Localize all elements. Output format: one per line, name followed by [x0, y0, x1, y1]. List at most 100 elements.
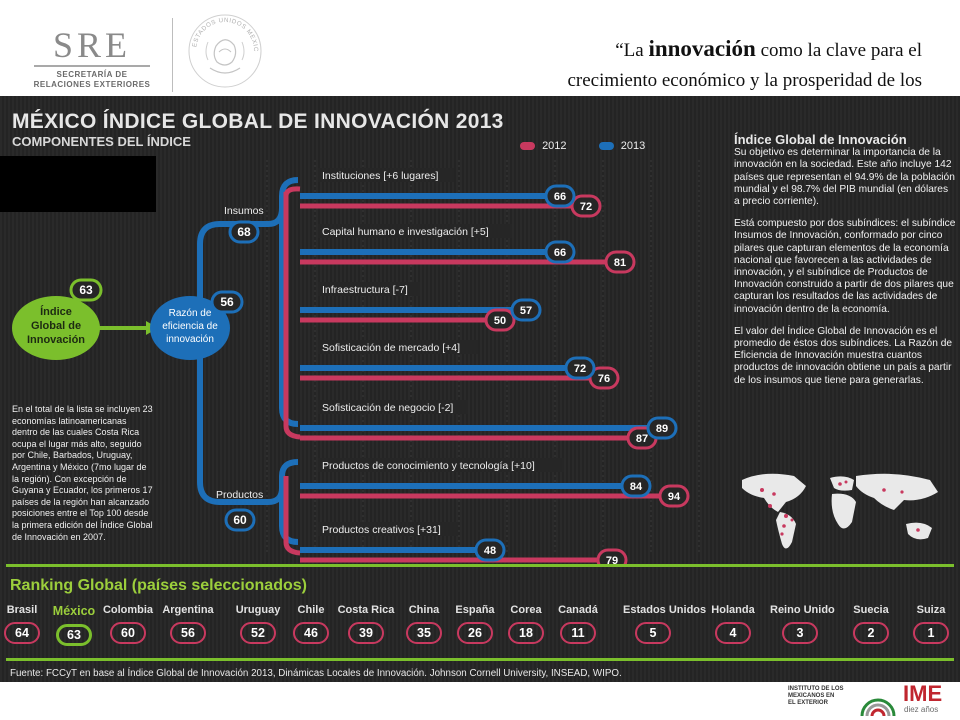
hub-label-2: Global de	[31, 320, 81, 332]
ranking-position-badge: 3	[782, 622, 818, 644]
ranking-position-badge: 63	[56, 624, 92, 646]
ranking-item: México 63	[44, 604, 104, 646]
quote-emphasis: innovación	[648, 36, 756, 61]
info-title: Índice Global de Innovación	[734, 132, 907, 147]
legend-label-2013: 2013	[620, 140, 646, 153]
ranking-item: Chile 46	[281, 604, 341, 644]
hub-label-1: Índice	[40, 305, 72, 318]
value-2013: 66	[554, 247, 566, 259]
badge-2012	[484, 308, 516, 332]
infographic-subtitle: COMPONENTES DEL ÍNDICE	[12, 134, 191, 149]
ime-logo-text: IME	[903, 681, 943, 706]
value-2013: 48	[484, 545, 496, 557]
pillar-label: Sofisticación de negocio [-2]	[322, 402, 453, 414]
ranking-divider-bottom	[6, 658, 954, 661]
value-2012: 81	[614, 257, 626, 269]
ratio-value: 56	[220, 295, 234, 309]
pillar-label-bg	[318, 168, 454, 182]
hub-value: 63	[79, 283, 93, 297]
badge-2012	[604, 250, 636, 274]
sre-logo-subtitle-1: SECRETARÍA DE	[56, 70, 128, 79]
quote-line1-rest: como la clave para el	[755, 40, 922, 61]
ranking-position-badge: 4	[715, 622, 751, 644]
outputs-label: Productos	[216, 489, 263, 501]
badge-2013	[544, 184, 576, 208]
legend-swatch-2012	[520, 142, 535, 151]
mexico-seal-icon: ESTADOS UNIDOS MEXICANOS	[186, 12, 262, 88]
ratio-label-1: Razón de	[169, 308, 212, 319]
ranking-country: Estados Unidos	[623, 604, 707, 616]
badge-2013	[646, 416, 678, 440]
ranking-country: Suecia	[853, 604, 889, 616]
ranking-item: Holanda 4	[703, 604, 763, 644]
pillar-label: Infraestructura [-7]	[322, 284, 408, 296]
pillar-label: Productos creativos [+31]	[322, 524, 441, 536]
value-2012: 94	[668, 491, 681, 503]
ime-institute-line1: INSTITUTO DE LOS	[788, 686, 844, 692]
value-2012: 72	[580, 201, 592, 213]
hub-label-3: Innovación	[27, 334, 85, 346]
value-2013: 84	[630, 481, 643, 493]
ranking-position-badge: 60	[110, 622, 146, 644]
info-paragraph-2: Está compuesto por dos subíndices: el su…	[734, 218, 956, 315]
pillar-label-bg	[318, 224, 512, 238]
legend-label-2012: 2012	[542, 140, 567, 153]
value-2012: 87	[636, 433, 648, 445]
ranking-item: Uruguay 52	[228, 604, 288, 644]
sre-logo-text: SRE	[52, 25, 132, 65]
infographic-panel: MÉXICO ÍNDICE GLOBAL DE INNOVACIÓN 2013 …	[0, 96, 960, 682]
pillar-label-bg	[318, 458, 564, 472]
ranking-country: Suiza	[916, 604, 946, 616]
black-overlay-box	[0, 156, 156, 212]
value-2012: 79	[606, 555, 618, 566]
ranking-title: Ranking Global (países seleccionados)	[10, 577, 307, 594]
ranking-position-badge: 5	[635, 622, 671, 644]
quote-open: “La	[615, 40, 649, 61]
efficiency-ratio-node: Razón de eficiencia de innovación 56	[150, 290, 244, 360]
ranking-country: Argentina	[162, 604, 214, 616]
badge-2012	[596, 548, 628, 566]
global-index-node: Índice Global de Innovación 63	[12, 278, 103, 360]
badge-2012	[658, 484, 690, 508]
inputs-label: Insumos	[224, 205, 264, 217]
ranking-position-badge: 39	[348, 622, 384, 644]
ranking-item: Suecia 2	[841, 604, 901, 644]
value-2012: 76	[598, 373, 610, 385]
ranking-country: Uruguay	[235, 604, 281, 616]
inputs-subindex-node: Insumos 68	[224, 205, 264, 244]
ime-institute-line2: MEXICANOS EN	[788, 693, 835, 699]
pillar-label-bg	[318, 282, 420, 296]
badge-2012	[588, 366, 620, 390]
quote-line2: crecimiento económico y la prosperidad d…	[567, 70, 922, 91]
legend-swatch-2013	[598, 142, 614, 151]
ranking-country: China	[408, 604, 440, 616]
slide-footer: INSTITUTO DE LOS MEXICANOS EN EL EXTERIO…	[0, 682, 960, 720]
svg-text:ESTADOS UNIDOS MEXICANOS: ESTADOS UNIDOS MEXICANOS	[186, 12, 259, 52]
outputs-subindex-node: Productos 60	[216, 489, 263, 532]
ranking-position-badge: 64	[4, 622, 40, 644]
ranking-item: Canadá 11	[548, 604, 608, 644]
pillar-label: Productos de conocimiento y tecnología […	[322, 460, 535, 472]
badge-2013	[510, 298, 542, 322]
ranking-divider-top	[6, 564, 954, 567]
pillar-label: Capital humano e investigación [+5]	[322, 226, 489, 238]
ranking-country: Chile	[297, 604, 325, 616]
ranking-list: Brasil 64 México 63 Colombia 60 Argentina 56 Uru…	[0, 604, 960, 650]
ranking-country: México	[52, 604, 96, 618]
ranking-country: Brasil	[6, 604, 38, 616]
badge-2013	[544, 240, 576, 264]
ratio-label-3: innovación	[166, 334, 214, 345]
ranking-position-badge: 18	[508, 622, 544, 644]
ime-logo-icon	[860, 698, 896, 717]
ranking-item: Reino Unido 3	[770, 604, 835, 644]
source-note: Fuente: FCCyT en base al Índice Global d…	[10, 668, 622, 679]
pillar-label-bg	[318, 400, 468, 414]
ranking-country: Corea	[510, 604, 542, 616]
ranking-country: Reino Unido	[770, 604, 835, 616]
ime-logo-subtitle: diez años	[904, 705, 939, 714]
badge-2013	[620, 474, 652, 498]
value-2012: 50	[494, 315, 506, 327]
value-2013: 89	[656, 423, 668, 435]
ranking-country: Holanda	[711, 604, 755, 616]
tree-connectors	[92, 177, 301, 556]
